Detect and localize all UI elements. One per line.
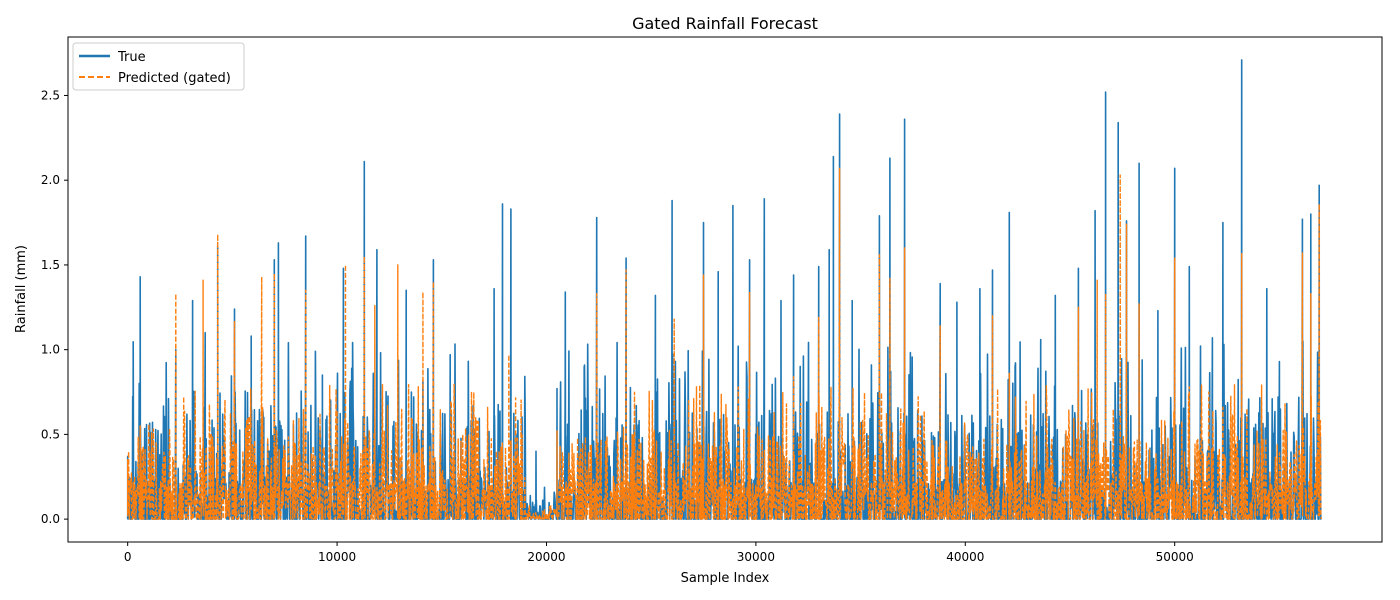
chart-title: Gated Rainfall Forecast [632, 14, 818, 33]
y-tick-label: 2.5 [41, 88, 60, 102]
x-tick-label: 30000 [737, 550, 775, 564]
y-tick-label: 0.5 [41, 427, 60, 441]
legend-label-true: True [117, 50, 146, 65]
legend: True Predicted (gated) [72, 42, 245, 91]
y-tick-label: 2.0 [41, 173, 60, 187]
x-axis-label: Sample Index [681, 571, 770, 586]
plot-frame [67, 36, 1383, 543]
series-line-predicted [127, 167, 1322, 520]
x-tick-label: 0 [124, 550, 132, 564]
legend-label-predicted: Predicted (gated) [118, 71, 231, 86]
y-tick-label: 0.0 [41, 512, 60, 526]
x-tick-label: 50000 [1156, 550, 1194, 564]
y-tick-label: 1.5 [41, 258, 60, 272]
x-axis: 0 10000 20000 30000 40000 50000 [124, 542, 1194, 564]
plot-area [67, 36, 1383, 543]
x-tick-label: 10000 [318, 550, 356, 564]
y-tick-label: 1.0 [41, 343, 60, 357]
x-tick-label: 20000 [527, 550, 565, 564]
y-axis: 0.0 0.5 1.0 1.5 2.0 2.5 [41, 88, 68, 526]
x-tick-label: 40000 [946, 550, 984, 564]
y-axis-label: Rainfall (mm) [14, 245, 29, 333]
legend-box [72, 42, 245, 91]
series-layer [126, 59, 1322, 520]
